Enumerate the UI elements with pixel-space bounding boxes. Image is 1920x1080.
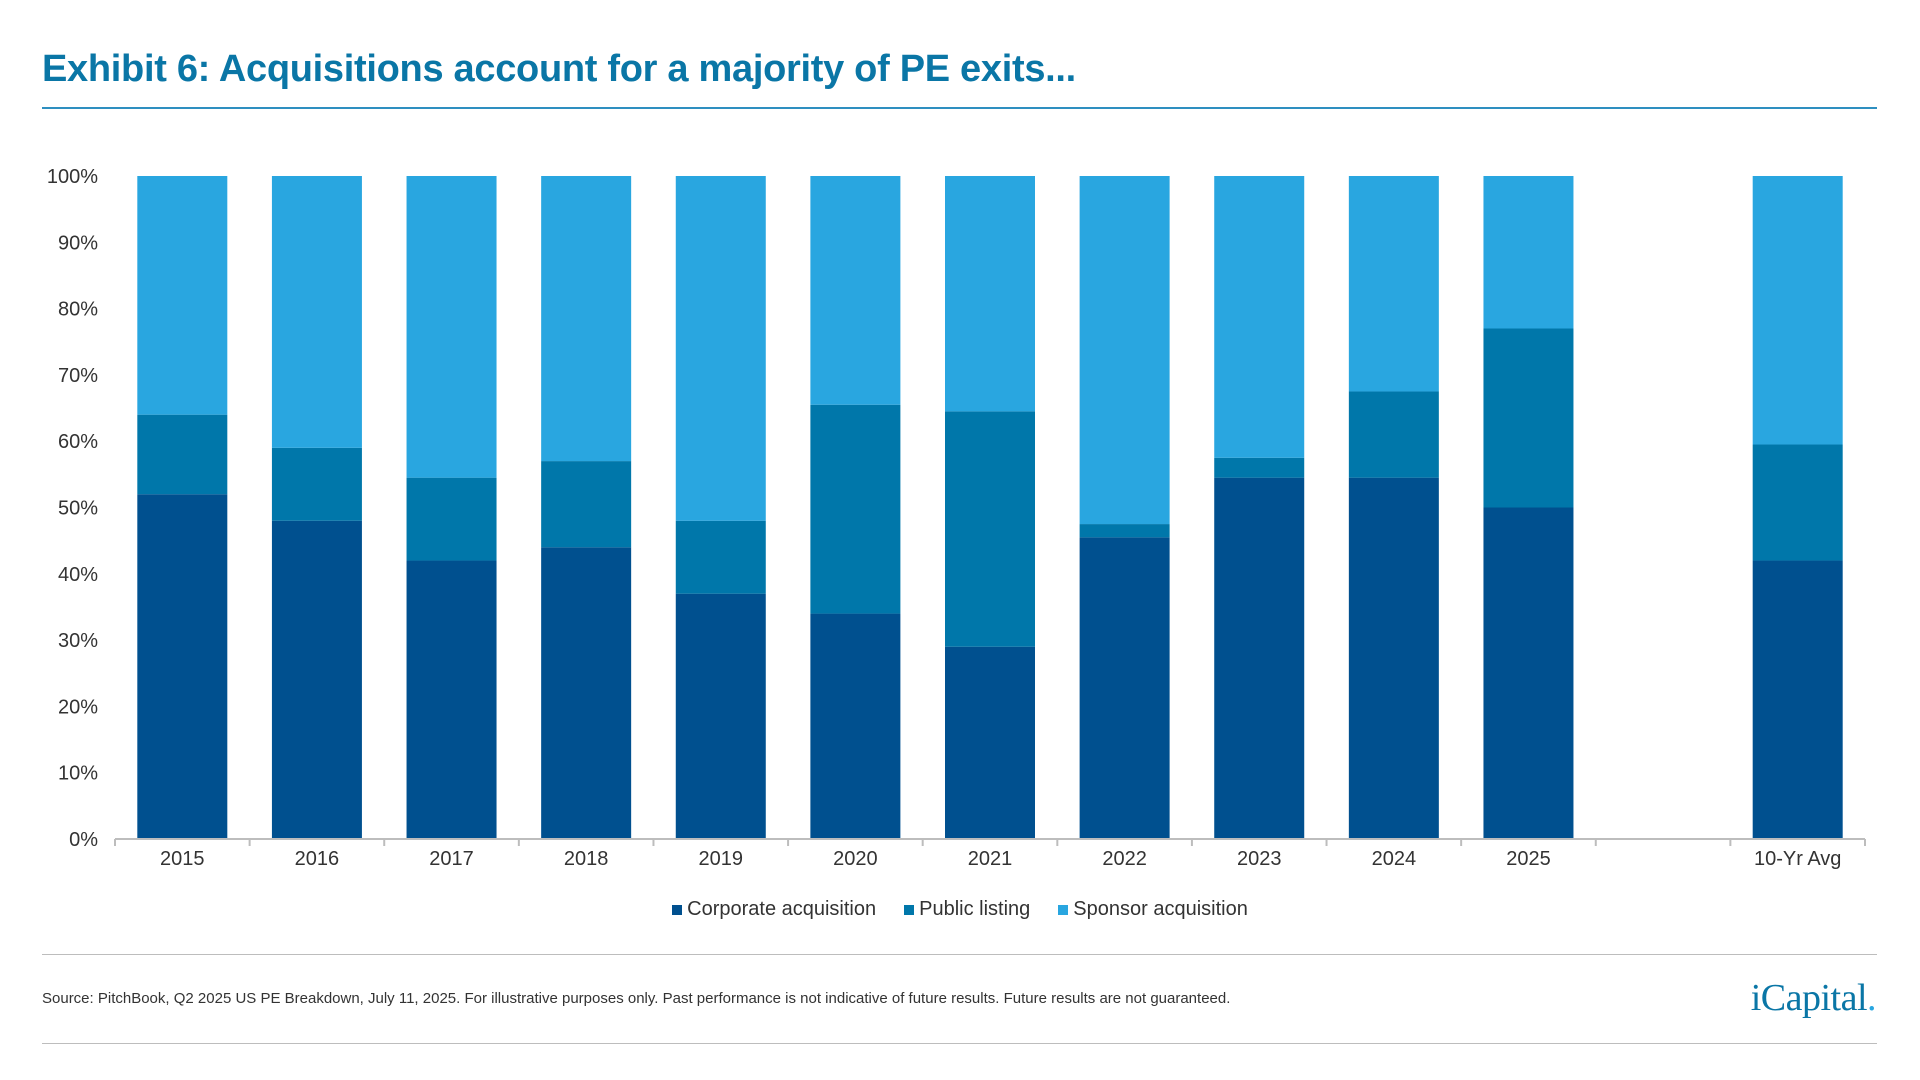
bar-public-listing-2025 bbox=[1483, 328, 1574, 508]
y-tick-label: 80% bbox=[58, 299, 98, 321]
bar-public-listing-2020 bbox=[810, 404, 901, 614]
bar-corporate-acquisition-2020 bbox=[810, 613, 901, 839]
bar-sponsor-acquisition-10-Yr Avg bbox=[1752, 176, 1843, 445]
bar-public-listing-2024 bbox=[1348, 391, 1439, 478]
bar-public-listing-10-Yr Avg bbox=[1752, 444, 1843, 561]
stacked-bar-chart: 0%10%20%30%40%50%60%70%80%90%100% 2015 20… bbox=[47, 166, 1866, 870]
bar-sponsor-acquisition-2018 bbox=[541, 176, 632, 462]
x-tick-label: 2022 bbox=[1102, 848, 1147, 870]
title-divider bbox=[42, 107, 1877, 109]
legend-swatch bbox=[1058, 904, 1069, 915]
source-note: Source: PitchBook, Q2 2025 US PE Breakdo… bbox=[42, 990, 1231, 1007]
legend-swatch bbox=[672, 904, 683, 915]
x-tick-label: 2025 bbox=[1506, 848, 1551, 870]
x-tick-label: 2015 bbox=[160, 848, 205, 870]
bar-corporate-acquisition-2016 bbox=[271, 520, 362, 839]
bar-corporate-acquisition-2017 bbox=[406, 560, 497, 839]
page-title: Exhibit 6: Acquisitions account for a ma… bbox=[42, 48, 1076, 90]
y-tick-label: 30% bbox=[58, 630, 98, 652]
legend-item: Public listing bbox=[904, 898, 1030, 921]
bar-public-listing-2023 bbox=[1214, 457, 1305, 478]
x-tick-label: 10-Yr Avg bbox=[1754, 848, 1841, 870]
x-tick-label: 2019 bbox=[699, 848, 744, 870]
bar-public-listing-2019 bbox=[675, 520, 766, 594]
bar-corporate-acquisition-2025 bbox=[1483, 507, 1574, 839]
y-tick-label: 10% bbox=[58, 763, 98, 785]
bar-corporate-acquisition-2023 bbox=[1214, 477, 1305, 839]
bar-public-listing-2017 bbox=[406, 477, 497, 561]
bar-public-listing-2021 bbox=[945, 411, 1035, 647]
x-tick-label: 2018 bbox=[564, 848, 609, 870]
chart-legend: Corporate acquisition Public listing Spons… bbox=[0, 898, 1920, 921]
bar-sponsor-acquisition-2020 bbox=[810, 176, 901, 405]
legend-item: Sponsor acquisition bbox=[1058, 898, 1248, 921]
x-axis: 2015 2016 2017 2018 2019 2020 2021 2022 2023 2024… bbox=[114, 838, 1866, 870]
legend-label: Sponsor acquisition bbox=[1073, 898, 1248, 920]
y-tick-label: 50% bbox=[58, 498, 98, 520]
bar-corporate-acquisition-2015 bbox=[137, 494, 228, 839]
legend-swatch bbox=[904, 904, 915, 915]
bar-public-listing-2015 bbox=[137, 414, 228, 495]
y-axis: 0% 10% 20% 30% 40% 50% 60% 70% 80% 90% 100% bbox=[47, 166, 98, 851]
legend-label: Corporate acquisition bbox=[687, 898, 877, 920]
bar-sponsor-acquisition-2023 bbox=[1214, 176, 1305, 458]
bar-corporate-acquisition-10-Yr Avg bbox=[1752, 560, 1843, 839]
legend-label: Public listing bbox=[919, 898, 1031, 920]
y-tick-label: 0% bbox=[69, 829, 98, 851]
bar-corporate-acquisition-2024 bbox=[1348, 477, 1439, 839]
legend-item: Corporate acquisition bbox=[672, 898, 876, 921]
bar-sponsor-acquisition-2019 bbox=[675, 176, 766, 521]
bars bbox=[137, 176, 1843, 839]
bar-corporate-acquisition-2021 bbox=[945, 646, 1035, 839]
x-tick-label: 2023 bbox=[1237, 848, 1282, 870]
footer-divider bbox=[42, 954, 1877, 955]
bar-sponsor-acquisition-2017 bbox=[406, 176, 497, 478]
x-tick-label: 2020 bbox=[833, 848, 878, 870]
y-tick-label: 40% bbox=[58, 564, 98, 586]
bar-corporate-acquisition-2019 bbox=[675, 593, 766, 839]
bar-public-listing-2016 bbox=[271, 447, 362, 521]
y-tick-label: 20% bbox=[58, 696, 98, 718]
bar-sponsor-acquisition-2021 bbox=[945, 176, 1035, 412]
y-tick-label: 70% bbox=[58, 365, 98, 387]
bar-corporate-acquisition-2022 bbox=[1079, 537, 1170, 839]
bottom-divider bbox=[42, 1043, 1877, 1044]
bar-public-listing-2022 bbox=[1079, 524, 1170, 538]
bar-corporate-acquisition-2018 bbox=[541, 547, 632, 839]
y-tick-label: 100% bbox=[47, 166, 98, 188]
bar-sponsor-acquisition-2016 bbox=[271, 176, 362, 448]
bar-sponsor-acquisition-2022 bbox=[1079, 176, 1170, 525]
y-tick-label: 90% bbox=[58, 232, 98, 254]
y-tick-label: 60% bbox=[58, 431, 98, 453]
bar-sponsor-acquisition-2025 bbox=[1483, 176, 1574, 329]
x-tick-label: 2017 bbox=[429, 848, 474, 870]
icapital-logo: iCapital. bbox=[1750, 977, 1877, 1019]
x-tick-label: 2016 bbox=[295, 848, 340, 870]
x-tick-label: 2021 bbox=[968, 848, 1013, 870]
bar-sponsor-acquisition-2015 bbox=[137, 176, 228, 415]
bar-public-listing-2018 bbox=[541, 461, 632, 548]
x-tick-label: 2024 bbox=[1372, 848, 1417, 870]
bar-sponsor-acquisition-2024 bbox=[1348, 176, 1439, 392]
